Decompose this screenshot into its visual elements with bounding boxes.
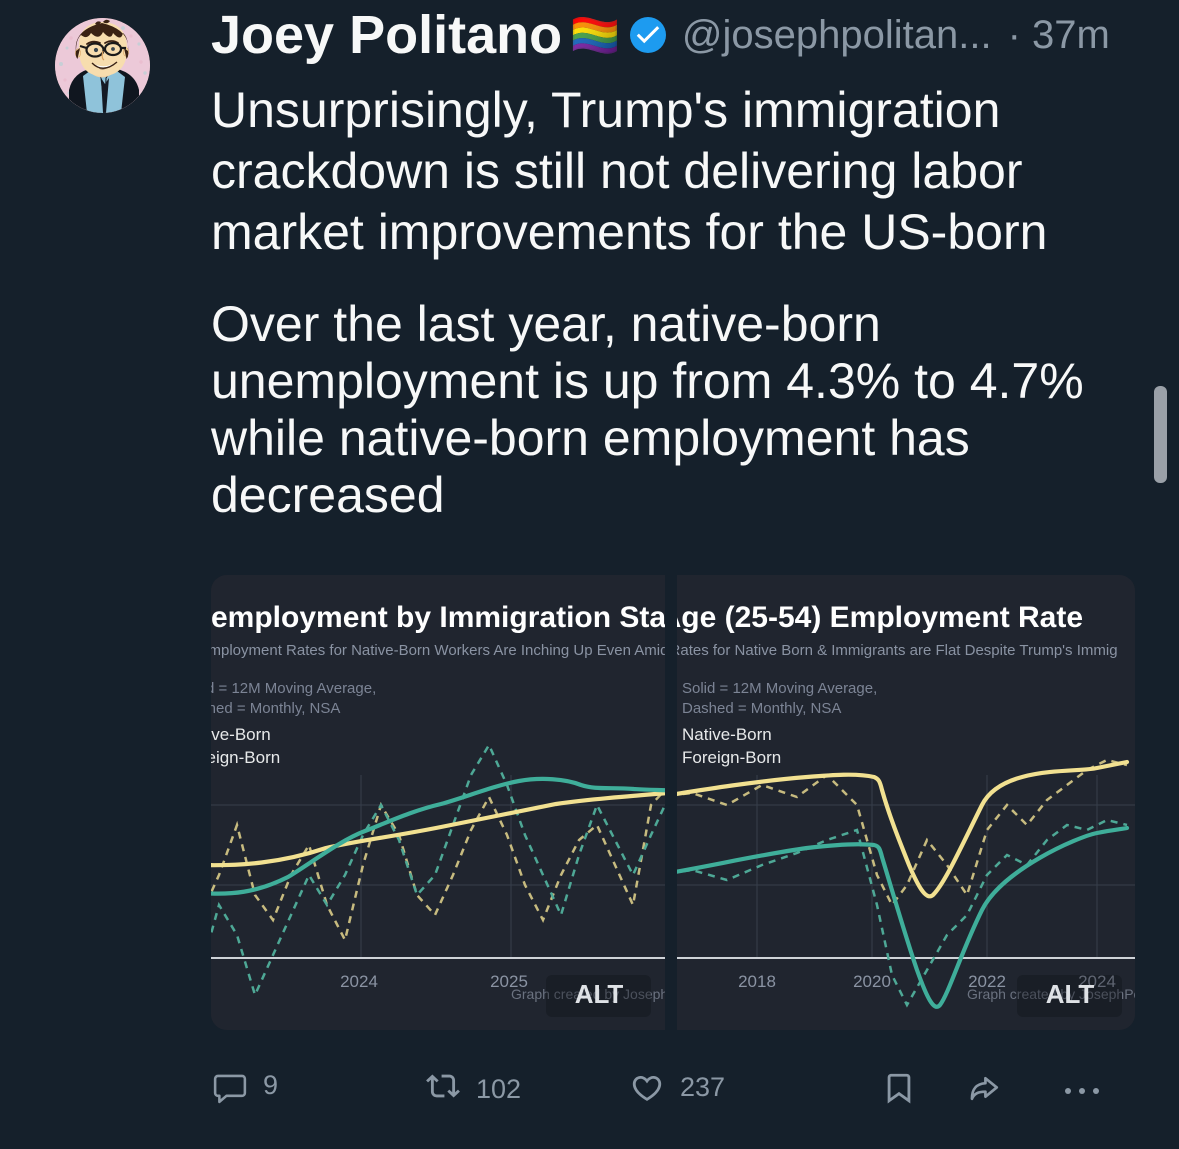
svg-text:ALT: ALT xyxy=(575,979,624,1009)
svg-text:Dashed = Monthly, NSA: Dashed = Monthly, NSA xyxy=(682,700,841,717)
svg-text:Native-Born: Native-Born xyxy=(682,725,772,744)
svg-text:Foreign-Born: Foreign-Born xyxy=(682,748,781,767)
svg-text:Dashed = Monthly, NSA: Dashed = Monthly, NSA xyxy=(211,700,340,717)
svg-text:Prime Age (25-54) Employment R: Prime Age (25-54) Employment Rate xyxy=(677,601,1083,634)
svg-text:9: 9 xyxy=(263,1070,278,1100)
svg-text:Foreign-Born: Foreign-Born xyxy=(211,748,280,767)
svg-text:Employment Rates for Native Bo: Employment Rates for Native Born & Immig… xyxy=(677,642,1118,659)
svg-text:Solid = 12M Moving Average,: Solid = 12M Moving Average, xyxy=(682,680,877,697)
svg-text:2024: 2024 xyxy=(340,972,378,991)
svg-text:Unemployment by Immigration St: Unemployment by Immigration Status xyxy=(211,601,665,634)
svg-text:Unemployment Rates for Native-: Unemployment Rates for Native-Born Worke… xyxy=(211,642,665,659)
svg-text:237: 237 xyxy=(680,1072,725,1102)
svg-text:Solid = 12M Moving Average,: Solid = 12M Moving Average, xyxy=(211,680,376,697)
svg-text:ALT: ALT xyxy=(1046,979,1095,1009)
svg-text:Native-Born: Native-Born xyxy=(211,725,271,744)
svg-text:2018: 2018 xyxy=(738,972,776,991)
svg-text:102: 102 xyxy=(476,1074,521,1104)
svg-text:2020: 2020 xyxy=(853,972,891,991)
